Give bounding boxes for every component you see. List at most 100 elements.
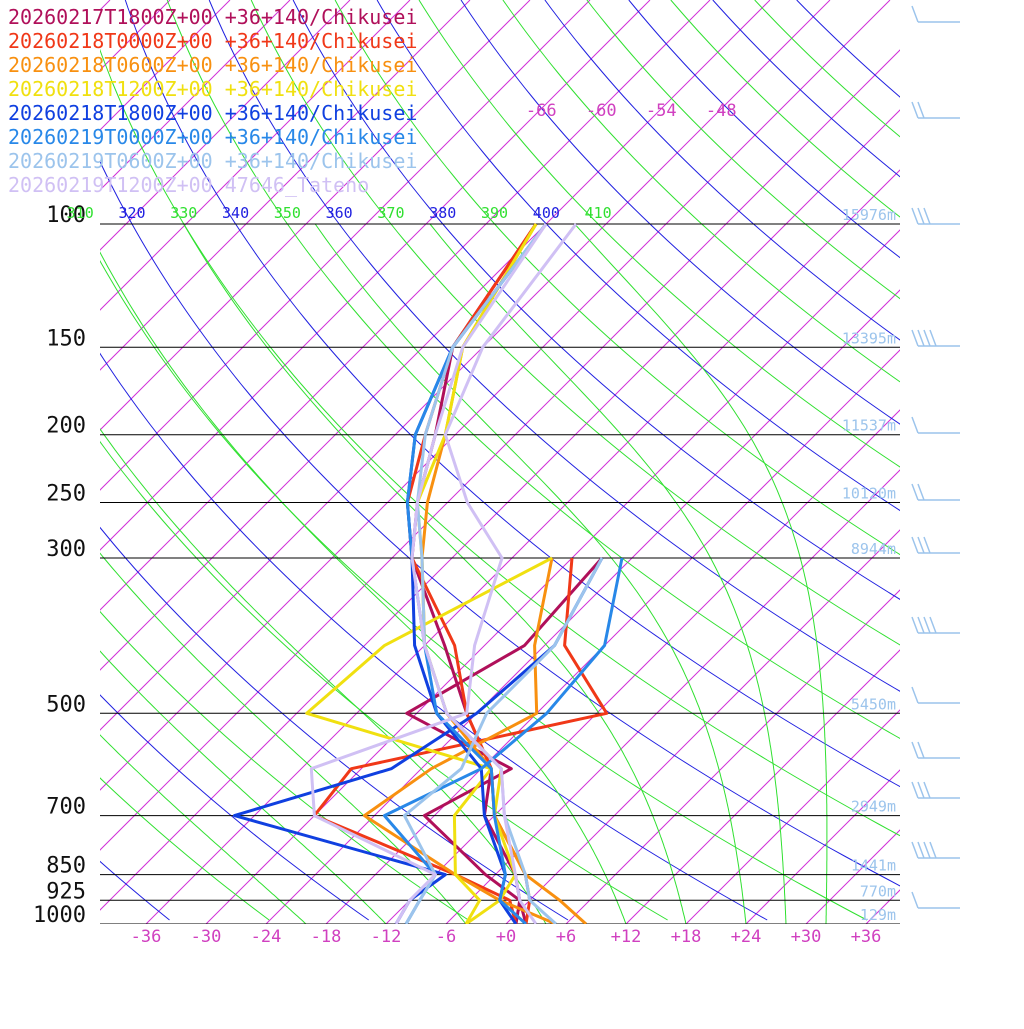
- wind-barb-icon: [911, 891, 960, 909]
- isotherm-label: -60: [586, 101, 617, 121]
- isotherm-line: [505, 529, 900, 924]
- legend-entry: 20260218T0600Z+00 +36+140/Chikusei: [8, 53, 417, 77]
- temperature-line: [410, 223, 548, 924]
- pressure-label: 300: [46, 537, 86, 562]
- moist-adiabat-line: [502, 0, 900, 383]
- pressure-label: 150: [46, 326, 86, 351]
- theta-label: 370: [377, 204, 404, 222]
- wind-barb-icon: [911, 101, 960, 119]
- theta-label: 410: [585, 204, 612, 222]
- temperature-tick-label: +12: [611, 927, 642, 947]
- series-group: [309, 223, 578, 924]
- isotherm-label: -66: [526, 101, 557, 121]
- isotherm-line: [100, 0, 411, 311]
- height-label: 2949m: [851, 798, 896, 816]
- legend-entry: 20260217T1800Z+00 +36+140/Chikusei: [8, 5, 417, 29]
- dewpoint-line: [362, 557, 557, 924]
- dry-adiabat-line: [712, 0, 900, 178]
- pressure-label: 100: [46, 203, 86, 228]
- dewpoint-line: [305, 556, 553, 924]
- moist-adiabat-line: [334, 0, 900, 556]
- height-label: 129m: [860, 906, 896, 924]
- legend-entry: 20260218T1200Z+00 +36+140/Chikusei: [8, 77, 417, 101]
- height-label: 8944m: [851, 540, 896, 558]
- height-label: 15976m: [842, 206, 896, 224]
- theta-label: 330: [170, 204, 197, 222]
- dewpoint-line: [309, 223, 578, 924]
- dry-adiabat-line: [124, 0, 900, 788]
- isotherm-line: [100, 0, 831, 731]
- moist-adiabat-line: [670, 0, 900, 218]
- pressure-label: 250: [46, 482, 86, 507]
- temperature-tick-label: +24: [731, 927, 762, 947]
- theta-label: 340: [222, 204, 249, 222]
- legend-entry: 20260218T0000Z+00 +36+140/Chikusei: [8, 29, 417, 53]
- wind-barb-icon: [911, 686, 960, 704]
- height-label: 13395m: [842, 329, 896, 347]
- moist-adiabat-line: [100, 610, 469, 921]
- legend-entry: 20260219T0600Z+00 +36+140/Chikusei: [8, 149, 417, 173]
- height-label: 1441m: [851, 857, 896, 875]
- isotherm-line: [926, 0, 1024, 924]
- isotherm-line: [100, 0, 771, 671]
- wind-barb-icon: [911, 416, 960, 434]
- isotherm-line: [100, 49, 900, 851]
- dewpoint-line: [402, 557, 604, 924]
- dry-adiabat-line: [628, 0, 900, 259]
- height-label: 5450m: [851, 695, 896, 713]
- theta-label: 400: [533, 204, 560, 222]
- isotherm-line: [805, 829, 900, 924]
- theta-label: 310: [67, 204, 94, 222]
- dry-adiabat-line: [100, 694, 369, 921]
- wind-barb-icon: [911, 483, 960, 501]
- temperature-tick-label: +36: [851, 927, 882, 947]
- isotherm-line: [625, 649, 900, 924]
- dry-adiabat-line: [100, 526, 569, 921]
- isotherm-line: [385, 409, 900, 924]
- wind-barb-icon: [911, 781, 960, 799]
- isotherm-line: [100, 0, 351, 251]
- saturated-adiabat-line: [574, 223, 828, 924]
- height-label: 11537m: [842, 417, 896, 435]
- pressure-label: 1000: [33, 903, 86, 928]
- temperature-tick-label: +30: [791, 927, 822, 947]
- isotherm-label: -48: [706, 101, 737, 121]
- saturated-adiabat-line: [429, 223, 787, 924]
- wind-barb-icon: [911, 536, 960, 554]
- isotherm-line: [100, 0, 291, 191]
- moist-adiabat-line: [100, 259, 868, 921]
- temperature-tick-label: -30: [191, 927, 222, 947]
- isotherm-line: [445, 469, 900, 924]
- legend-entry: 20260219T1200Z+00 47646_Tateno: [8, 173, 369, 197]
- isotherm-line: [986, 0, 1024, 924]
- isotherm-line: [100, 0, 711, 611]
- wind-barb-icon: [911, 207, 960, 225]
- wind-barb-icon: [911, 841, 960, 859]
- moist-adiabat-line: [166, 0, 900, 740]
- series-group: [402, 223, 604, 924]
- dry-adiabat-line: [208, 0, 900, 692]
- isotherm-label: -54: [646, 101, 677, 121]
- theta-label: 320: [118, 204, 145, 222]
- dry-adiabat-line: [292, 0, 900, 600]
- legend-entry: 20260219T0000Z+00 +36+140/Chikusei: [8, 125, 417, 149]
- wind-barb-icon: [911, 616, 960, 634]
- temperature-tick-label: -36: [131, 927, 162, 947]
- isotherm-line: [685, 709, 900, 924]
- wind-barb-icon: [911, 741, 960, 759]
- theta-label: 360: [326, 204, 353, 222]
- moist-adiabat-line: [100, 48, 900, 837]
- pressure-label: 700: [46, 795, 86, 820]
- wind-barb-icon: [911, 5, 960, 23]
- moist-adiabat-line: [586, 0, 900, 300]
- moist-adiabat-line: [418, 0, 900, 468]
- isotherm-line: [145, 169, 900, 924]
- temperature-tick-label: -12: [371, 927, 402, 947]
- isotherm-line: [100, 109, 900, 911]
- temperature-tick-label: -18: [311, 927, 342, 947]
- wind-barb-icon: [911, 329, 960, 347]
- dry-adiabat-line: [460, 0, 900, 425]
- pressure-label: 850: [46, 854, 86, 879]
